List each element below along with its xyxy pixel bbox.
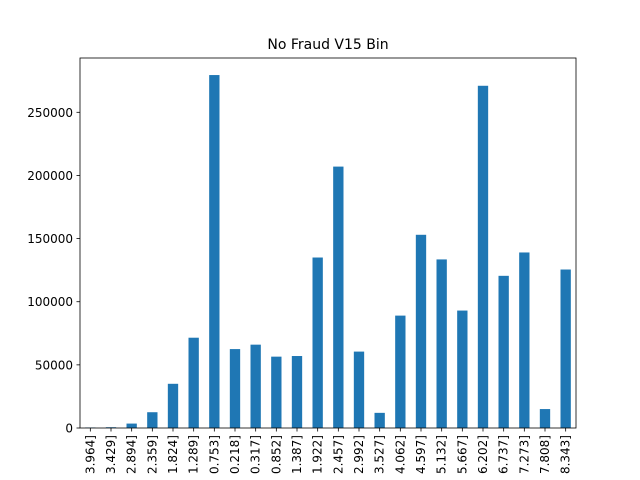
y-tick-label: 250000 [27,106,73,120]
x-tick-label: 7.808] [538,435,552,474]
x-tick-label: 1.824] [166,435,180,474]
x-tick-label: 5.132] [435,435,449,474]
x-tick-label: 0.852] [269,435,283,474]
x-tick-label: 7.273] [517,435,531,474]
bar-13 [353,351,365,428]
bar-14 [374,412,385,428]
bar-16 [415,234,427,428]
bar-22 [539,409,551,428]
x-tick-label: 4.597] [414,435,428,474]
bar-17 [436,259,447,428]
x-tick-label: 1.289] [187,435,201,474]
bar-2 [126,423,137,428]
bar-18 [457,310,468,428]
chart-title: No Fraud V15 Bin [267,37,388,53]
bar-3 [147,412,158,428]
x-tick-label: 0.317] [249,435,263,474]
plot-frame [79,57,577,429]
bar-12 [333,166,344,428]
y-tick-label: 0 [65,422,73,436]
x-tick-label: 1.922] [311,435,325,474]
x-tick-label: 5.667] [455,435,469,474]
x-tick-label: 0.218] [228,435,242,474]
y-tick-label: 50000 [35,358,73,372]
bar-15 [395,315,406,428]
bar-8 [250,344,261,428]
x-tick-label: 2.992] [352,435,366,474]
bar-7 [229,349,241,428]
x-tick-label: 3.527] [373,435,387,474]
bar-4 [167,383,179,428]
x-tick-label: 2.457] [331,435,345,474]
y-axis: 0 50000 100000 150000 200000 250000 [27,106,80,436]
y-tick-label: 150000 [27,232,73,246]
x-tick-label: 6.202] [476,435,490,474]
x-tick-label: 8.343] [559,435,573,474]
y-tick-label: 200000 [27,169,73,183]
bar-20 [498,275,509,428]
x-tick-label: 2.894] [125,435,139,474]
bar-6 [209,75,220,429]
bar-21 [519,252,530,428]
x-tick-label: 6.737] [497,435,511,474]
bar-9 [271,356,282,428]
bars-group [85,75,571,429]
x-tick-label: 3.429] [104,435,118,474]
bar-10 [291,356,303,428]
bar-23 [560,269,571,428]
x-tick-label: 4.062] [393,435,407,474]
y-tick-label: 100000 [27,295,73,309]
bar-5 [188,337,199,428]
x-tick-label: 3.964] [83,435,97,474]
bar-11 [312,257,323,428]
bar-19 [477,85,489,428]
x-tick-label: 1.387] [290,435,304,474]
x-tick-label: 2.359] [145,435,159,474]
x-axis: 3.964] 3.429] 2.894] 2.359] 1.824] 1.289] 0.75… [83,428,573,474]
x-tick-label: 0.753] [207,435,221,474]
